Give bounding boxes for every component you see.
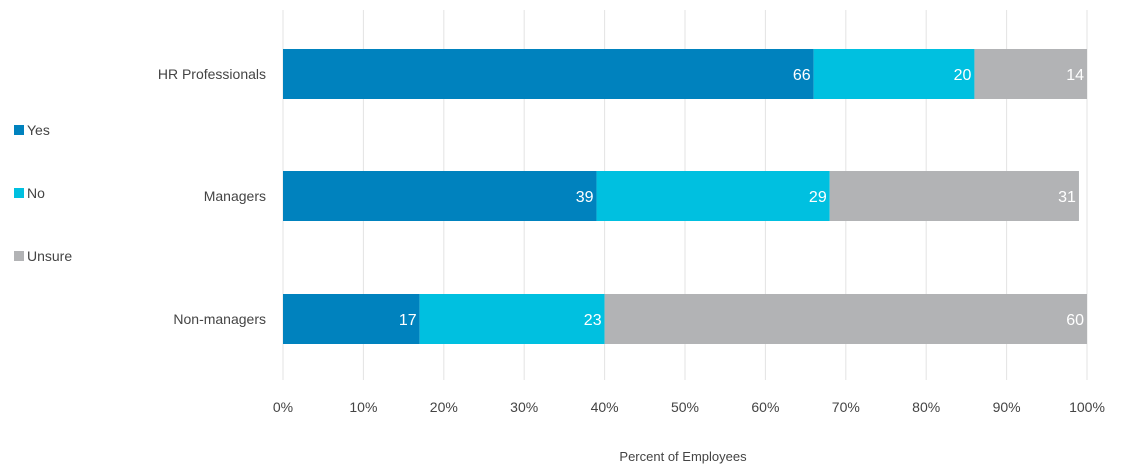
x-tick-label: 40% (591, 399, 619, 415)
x-tick-label: 70% (832, 399, 860, 415)
bar-unsure-non-managers (604, 294, 1087, 344)
category-label-non-managers: Non-managers (173, 311, 266, 327)
value-label-unsure-hr-professionals: 14 (1066, 67, 1084, 84)
bar-yes-managers (283, 171, 597, 221)
category-labels: HR Professionals Managers Non-managers (158, 66, 266, 327)
x-tick-label: 90% (993, 399, 1021, 415)
value-label-yes-managers: 39 (576, 189, 594, 206)
category-label-managers: Managers (204, 188, 266, 204)
value-label-no-hr-professionals: 20 (954, 67, 972, 84)
x-axis-title: Percent of Employees (619, 449, 747, 464)
x-tick-label: 80% (912, 399, 940, 415)
bar-no-non-managers (419, 294, 605, 344)
legend-swatch-yes (14, 125, 24, 135)
legend-label-unsure: Unsure (27, 248, 73, 264)
legend-label-yes: Yes (27, 122, 50, 138)
x-tick-label: 0% (273, 399, 293, 415)
bar-yes-non-managers (283, 294, 420, 344)
bar-unsure-managers (829, 171, 1079, 221)
value-label-no-managers: 29 (809, 189, 827, 206)
value-label-unsure-non-managers: 60 (1066, 312, 1084, 329)
x-tick-label: 100% (1069, 399, 1105, 415)
legend-item-no: No (14, 185, 45, 201)
legend-item-unsure: Unsure (14, 248, 72, 264)
x-tick-label: 60% (751, 399, 779, 415)
x-tick-label: 30% (510, 399, 538, 415)
value-label-yes-hr-professionals: 66 (793, 67, 811, 84)
legend-swatch-no (14, 188, 24, 198)
bar-no-managers (596, 171, 830, 221)
x-tick-label: 10% (349, 399, 377, 415)
bar-yes-hr-professionals (283, 49, 814, 99)
value-labels: 66 20 14 39 29 31 17 23 60 (399, 67, 1084, 329)
value-label-yes-non-managers: 17 (399, 312, 417, 329)
x-axis-ticks: 0% 10% 20% 30% 40% 50% 60% 70% 80% 90% 100% (273, 399, 1105, 415)
x-tick-label: 20% (430, 399, 458, 415)
value-label-unsure-managers: 31 (1058, 189, 1076, 206)
bars (283, 49, 1087, 344)
legend-swatch-unsure (14, 251, 24, 261)
x-tick-label: 50% (671, 399, 699, 415)
category-label-hr-professionals: HR Professionals (158, 66, 266, 82)
legend-item-yes: Yes (14, 122, 50, 138)
legend-label-no: No (27, 185, 45, 201)
bar-no-hr-professionals (813, 49, 975, 99)
value-label-no-non-managers: 23 (584, 312, 602, 329)
bar-unsure-hr-professionals (974, 49, 1087, 99)
